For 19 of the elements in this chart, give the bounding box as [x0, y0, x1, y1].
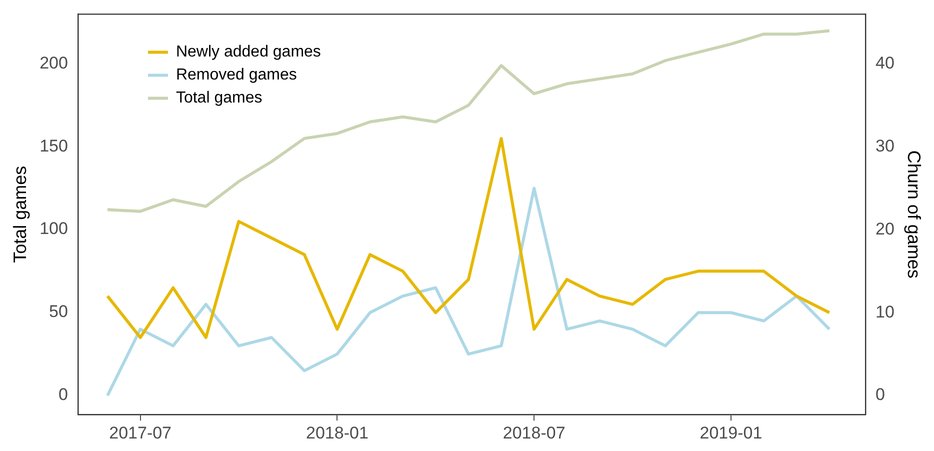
- x-tick-label: 2018-07: [502, 423, 566, 442]
- y-tick-label: 50: [49, 302, 68, 322]
- y2-tick-label: 40: [875, 54, 894, 73]
- y-axis-title: Total games: [10, 166, 30, 263]
- y-tick-label: 200: [40, 54, 68, 73]
- legend-label: Removed games: [176, 66, 297, 84]
- x-tick-label: 2017-07: [109, 423, 172, 442]
- y2-axis-title: Churn of games: [904, 150, 924, 278]
- legend-label: Newly added games: [176, 44, 321, 61]
- y-tick-label: 0: [58, 384, 68, 404]
- y2-tick-label: 10: [875, 302, 894, 322]
- y2-tick-label: 0: [875, 385, 885, 404]
- legend-label: Total games: [176, 90, 262, 107]
- y2-tick-label: 30: [875, 136, 894, 156]
- y-tick-label: 100: [40, 219, 68, 238]
- x-tick-label: 2018-01: [306, 423, 368, 442]
- y2-tick-label: 20: [875, 219, 894, 238]
- y-tick-label: 150: [40, 136, 68, 156]
- x-tick-label: 2019-01: [700, 423, 762, 442]
